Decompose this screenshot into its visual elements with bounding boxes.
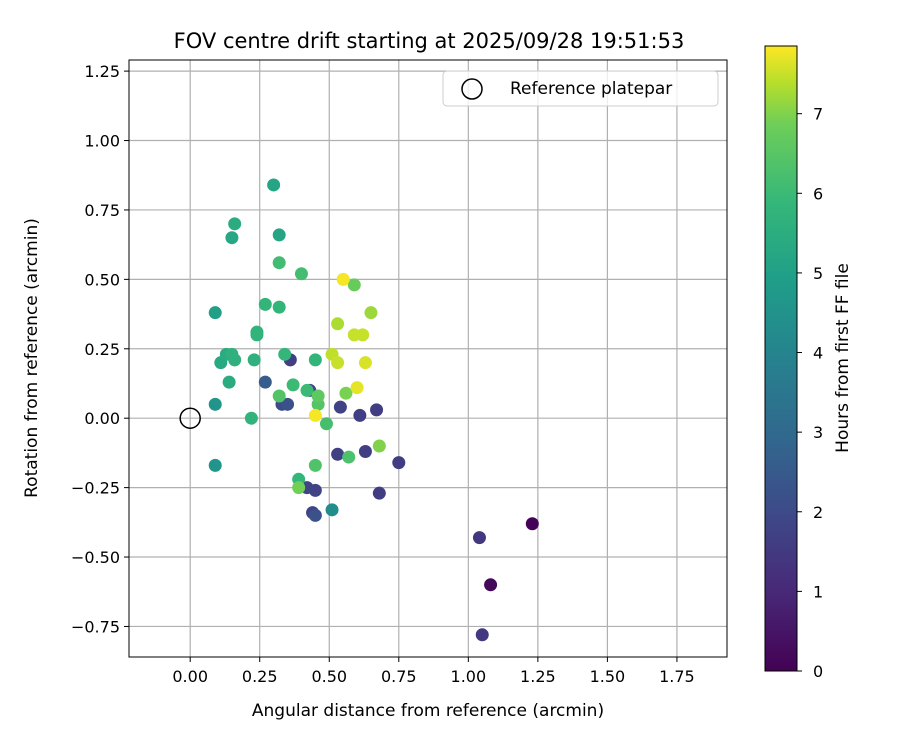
data-point — [278, 347, 292, 361]
data-point — [484, 578, 498, 592]
colorbar-tick-label: 6 — [813, 184, 823, 203]
data-point — [331, 356, 345, 370]
data-point — [392, 456, 406, 470]
data-point — [336, 272, 350, 286]
colorbar-tick-label: 7 — [813, 105, 823, 124]
y-tick-label: 0.00 — [84, 409, 120, 428]
data-points — [208, 178, 539, 642]
colorbar-tick-label: 4 — [813, 344, 823, 363]
data-point — [339, 386, 353, 400]
data-point — [308, 353, 322, 367]
colorbar-tick-label: 0 — [813, 662, 823, 681]
data-point — [350, 381, 364, 395]
data-point — [333, 400, 347, 414]
x-tick-label: 0.75 — [381, 667, 417, 686]
grid — [129, 60, 727, 657]
y-tick-label: 1.25 — [84, 62, 120, 81]
legend-box — [442, 70, 719, 107]
data-point — [244, 411, 258, 425]
data-point — [308, 508, 322, 522]
x-axis-label: Angular distance from reference (arcmin) — [252, 701, 604, 721]
colorbar-label: Hours from first FF file — [833, 263, 853, 453]
y-axis-ticks: 1.25 1.00 0.75 0.50 0.25 0.00 −0.25 −0.50 −0.75 — [71, 62, 129, 636]
x-tick-label: 1.00 — [451, 667, 487, 686]
chart-title: FOV centre drift starting at 2025/09/28 … — [174, 29, 685, 53]
data-point — [372, 439, 386, 453]
x-tick-label: 1.25 — [520, 667, 556, 686]
data-point — [300, 383, 314, 397]
y-axis-label: Rotation from reference (arcmin) — [22, 218, 42, 498]
data-point — [208, 397, 222, 411]
data-point — [286, 378, 300, 392]
data-point — [319, 417, 333, 431]
data-point — [272, 389, 286, 403]
colorbar-tick-label: 5 — [813, 264, 823, 283]
colorbar-tick-label: 3 — [813, 423, 823, 442]
data-point — [372, 486, 386, 500]
y-tick-label: 1.00 — [84, 132, 120, 151]
data-point — [308, 408, 322, 422]
data-point — [228, 217, 242, 231]
y-tick-label: −0.50 — [71, 548, 120, 567]
data-point — [208, 458, 222, 472]
data-point — [208, 306, 222, 320]
colorbar-tick-label: 2 — [813, 503, 823, 522]
data-point — [258, 375, 272, 389]
x-tick-label: 0.50 — [311, 667, 347, 686]
colorbar-gradient — [765, 46, 797, 671]
data-point — [294, 267, 308, 281]
y-tick-label: −0.25 — [71, 479, 120, 498]
colorbar-frame — [764, 45, 798, 672]
x-tick-label: 1.50 — [590, 667, 626, 686]
colorbar-tick-label: 1 — [813, 582, 823, 601]
x-tick-label: 0.25 — [242, 667, 278, 686]
plot-frame — [128, 59, 728, 658]
reference-platepar-marker — [179, 407, 201, 429]
data-point — [272, 228, 286, 242]
data-point — [258, 297, 272, 311]
data-point — [353, 408, 367, 422]
data-point — [472, 531, 486, 545]
data-point — [331, 447, 345, 461]
data-point — [311, 389, 325, 403]
y-tick-label: 0.75 — [84, 201, 120, 220]
legend-entry-reference: Reference platepar — [510, 79, 672, 99]
data-point — [281, 397, 295, 411]
data-point — [272, 256, 286, 270]
data-point — [250, 325, 264, 339]
data-point — [358, 356, 372, 370]
data-point — [222, 375, 236, 389]
data-point — [292, 481, 306, 495]
data-point — [525, 517, 539, 531]
data-point — [475, 628, 489, 642]
data-point — [267, 178, 281, 192]
colorbar-ticks: 0 1 2 3 4 5 6 7 — [797, 105, 823, 681]
data-point — [364, 306, 378, 320]
data-point — [342, 450, 356, 464]
y-tick-label: −0.75 — [71, 617, 120, 636]
data-point — [225, 231, 239, 245]
data-point — [272, 300, 286, 314]
colorbar: 0 1 2 3 4 5 6 7 Hours from first FF file — [764, 45, 853, 681]
data-point — [356, 328, 370, 342]
data-point — [247, 353, 261, 367]
data-point — [331, 317, 345, 331]
data-point — [325, 503, 339, 517]
x-tick-label: 0.00 — [172, 667, 208, 686]
data-point — [308, 458, 322, 472]
x-axis-ticks: 0.00 0.25 0.50 0.75 1.00 1.25 1.50 1.75 — [172, 657, 695, 686]
legend: Reference platepar — [442, 70, 719, 107]
y-tick-label: 0.25 — [84, 340, 120, 359]
y-tick-label: 0.50 — [84, 270, 120, 289]
data-point — [358, 445, 372, 459]
reference-layer — [179, 407, 201, 429]
data-point — [347, 278, 361, 292]
legend-reference-marker — [461, 78, 483, 100]
x-tick-label: 1.75 — [659, 667, 695, 686]
data-point — [228, 353, 242, 367]
data-point — [370, 403, 384, 417]
